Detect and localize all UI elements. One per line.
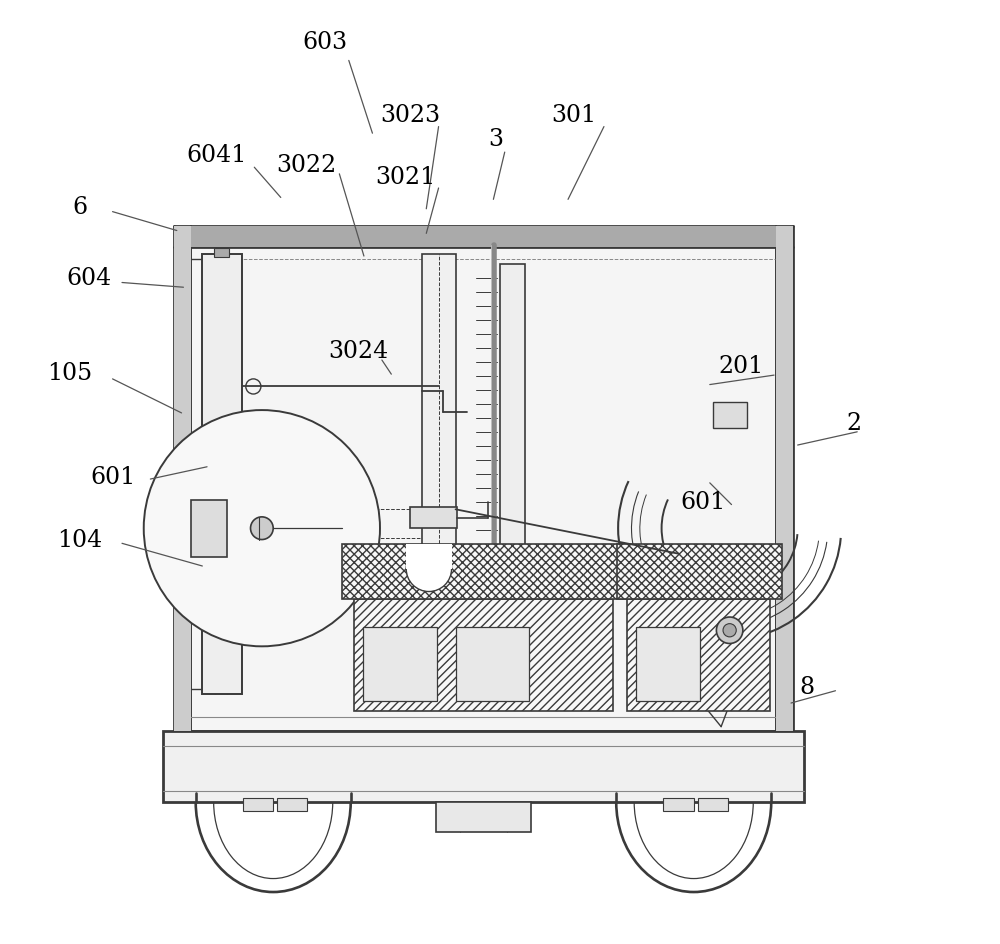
Bar — [436, 802, 531, 833]
Text: 301: 301 — [551, 104, 596, 126]
Bar — [342, 545, 626, 599]
Text: 3021: 3021 — [375, 166, 436, 189]
Text: 3: 3 — [488, 128, 503, 151]
Bar — [410, 508, 457, 529]
Bar — [191, 500, 227, 557]
Bar — [174, 227, 191, 732]
Text: 2: 2 — [847, 412, 862, 434]
Bar — [163, 732, 804, 802]
Bar — [174, 227, 793, 247]
Text: 105: 105 — [47, 362, 93, 384]
Bar — [422, 255, 456, 703]
Text: 8: 8 — [800, 676, 815, 699]
Bar — [500, 264, 525, 599]
Bar — [174, 227, 793, 732]
Text: 3024: 3024 — [328, 340, 388, 362]
Text: 6: 6 — [72, 196, 87, 219]
Bar — [363, 628, 437, 701]
Circle shape — [723, 624, 736, 637]
Circle shape — [406, 547, 452, 592]
Circle shape — [716, 617, 743, 644]
Bar — [202, 255, 242, 694]
Text: 201: 201 — [718, 355, 764, 378]
Text: 6041: 6041 — [186, 144, 247, 167]
Bar — [776, 227, 793, 732]
Bar — [627, 599, 770, 711]
Text: 604: 604 — [66, 267, 112, 290]
Bar — [354, 599, 613, 711]
Circle shape — [251, 517, 273, 540]
Circle shape — [144, 411, 380, 647]
Bar — [243, 799, 273, 811]
Bar — [709, 636, 750, 651]
Bar — [713, 402, 747, 429]
Text: 601: 601 — [681, 491, 726, 514]
Bar — [636, 628, 700, 701]
Text: 3022: 3022 — [276, 154, 336, 177]
Bar — [617, 545, 782, 599]
Bar — [406, 545, 452, 569]
Text: 104: 104 — [57, 529, 102, 551]
Text: 603: 603 — [303, 31, 348, 54]
Text: 601: 601 — [90, 465, 135, 488]
Bar — [188, 241, 779, 717]
Bar — [277, 799, 307, 811]
Bar — [456, 628, 529, 701]
Bar — [698, 799, 728, 811]
Bar — [663, 799, 694, 811]
Text: 3023: 3023 — [380, 104, 440, 126]
Bar — [214, 248, 229, 258]
